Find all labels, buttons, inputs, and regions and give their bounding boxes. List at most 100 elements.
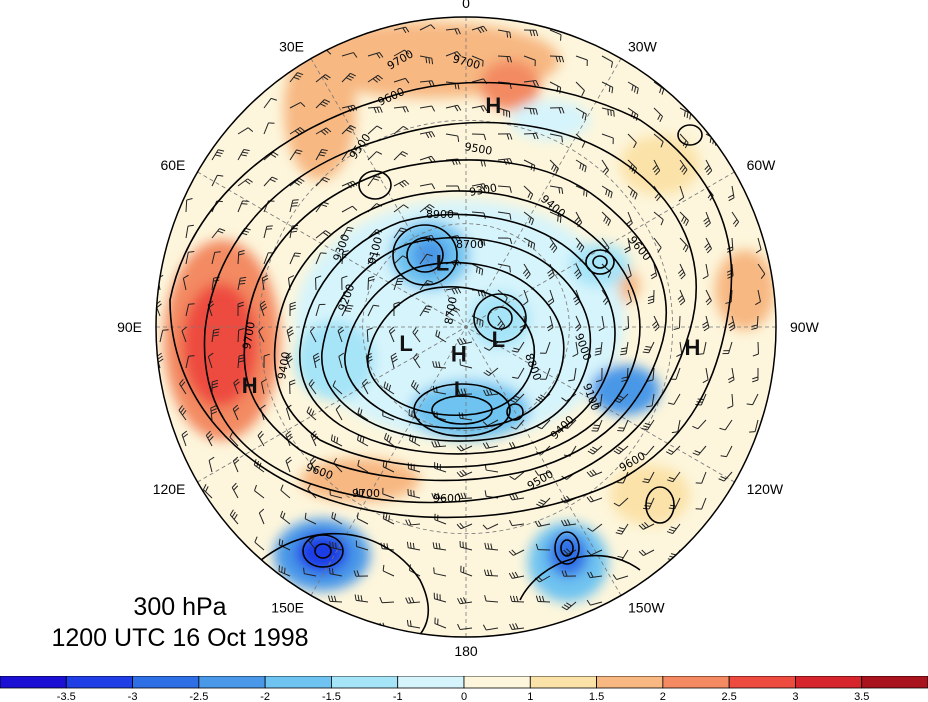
wind-barb — [185, 303, 195, 317]
wind-barb — [549, 211, 562, 223]
wind-barb — [509, 471, 525, 480]
low-pressure-center: L — [454, 377, 467, 402]
longitude-label: 30W — [628, 38, 658, 54]
wind-barb — [718, 471, 733, 482]
wind-barb — [627, 133, 637, 149]
wind-barb — [591, 419, 603, 432]
wind-barb — [254, 536, 265, 551]
wind-barbs — [156, 24, 766, 631]
wind-barb — [211, 174, 224, 187]
wind-barb — [367, 253, 381, 265]
height-contours — [169, 81, 733, 637]
wind-barb — [419, 253, 433, 265]
wind-barb — [587, 523, 603, 532]
meridian-line — [310, 58, 622, 596]
wind-barb — [511, 341, 525, 353]
wind-barb — [497, 263, 511, 273]
wind-barb — [703, 211, 711, 228]
wind-barb — [289, 199, 299, 213]
wind-barb — [482, 442, 499, 449]
wind-barb — [207, 352, 214, 369]
wind-barb — [231, 482, 239, 499]
wind-barb — [434, 617, 447, 629]
colorbar-swatch — [662, 676, 730, 689]
wind-barb — [575, 107, 587, 121]
wind-barb — [457, 623, 473, 631]
longitude-labels: 0 30W 60W 90W 120W 150W 180 150E 120E 90E 60E 30E — [117, 0, 819, 659]
wind-barb — [679, 211, 689, 227]
wind-barb — [549, 237, 558, 253]
wind-barb — [285, 404, 292, 421]
wind-barb — [457, 388, 473, 395]
colorbar-swatch — [198, 676, 266, 689]
wind-barb — [315, 74, 331, 83]
wind-barb — [549, 159, 559, 175]
wind-barb — [471, 183, 488, 190]
wind-barb — [405, 519, 421, 526]
wind-barb — [308, 379, 317, 395]
wind-barb — [755, 289, 761, 306]
wind-barb — [510, 419, 525, 430]
wind-barb — [419, 305, 433, 317]
wind-barb — [257, 430, 265, 447]
wind-barb — [497, 237, 513, 245]
wind-barb — [523, 211, 535, 226]
wind-barb — [626, 289, 632, 306]
wind-barb — [341, 226, 354, 239]
wind-barb — [419, 183, 436, 190]
wind-barb — [483, 389, 499, 396]
wind-barb — [727, 393, 734, 409]
wind-barb — [393, 125, 409, 135]
wind-barb — [535, 543, 551, 551]
colorbar-swatch — [463, 676, 531, 689]
wind-barb — [549, 185, 564, 194]
longitude-label: 60W — [747, 157, 777, 173]
wind-barb — [697, 341, 707, 355]
wind-barb — [237, 276, 247, 291]
wind-barb — [677, 289, 686, 306]
wind-barb — [258, 508, 265, 525]
wind-barb — [280, 510, 291, 525]
graticule — [156, 17, 776, 637]
wind-barb — [547, 289, 555, 306]
wind-barb — [357, 407, 369, 421]
wind-barb — [523, 55, 536, 67]
wind-barb — [665, 445, 681, 455]
wind-barb — [445, 104, 462, 112]
wind-barb — [407, 489, 421, 499]
wind-barb — [549, 133, 563, 143]
wind-barb — [497, 185, 512, 193]
wind-barb — [752, 341, 759, 357]
latitude-circle — [362, 223, 570, 431]
wind-barb — [286, 326, 294, 343]
anomaly-shading — [156, 17, 776, 637]
wind-barb — [309, 326, 317, 343]
wind-barb — [704, 159, 713, 176]
wind-barb — [692, 419, 707, 430]
wind-barb — [509, 623, 525, 630]
wind-barb — [419, 24, 436, 31]
wind-barb — [561, 601, 577, 611]
wind-barb — [586, 495, 603, 503]
wind-barb — [405, 596, 421, 604]
wind-barb — [483, 367, 499, 377]
wind-barb — [704, 237, 712, 254]
wind-barb — [667, 393, 681, 405]
wind-barb — [356, 512, 369, 525]
wind-barb — [254, 484, 265, 499]
wind-barb — [673, 315, 681, 331]
wind-barb — [601, 185, 613, 199]
wind-barb — [289, 72, 304, 83]
wind-barb — [229, 431, 239, 447]
wind-barb — [237, 178, 253, 187]
wind-barb — [547, 263, 555, 280]
wind-barb — [237, 200, 249, 213]
wind-barb — [471, 263, 484, 276]
wind-barb — [534, 470, 551, 476]
wind-barb — [312, 352, 321, 369]
wind-barb — [595, 367, 603, 383]
wind-barb — [549, 29, 562, 41]
wind-barb — [229, 509, 239, 525]
wind-barb — [484, 542, 499, 551]
wind-barb — [460, 565, 473, 577]
